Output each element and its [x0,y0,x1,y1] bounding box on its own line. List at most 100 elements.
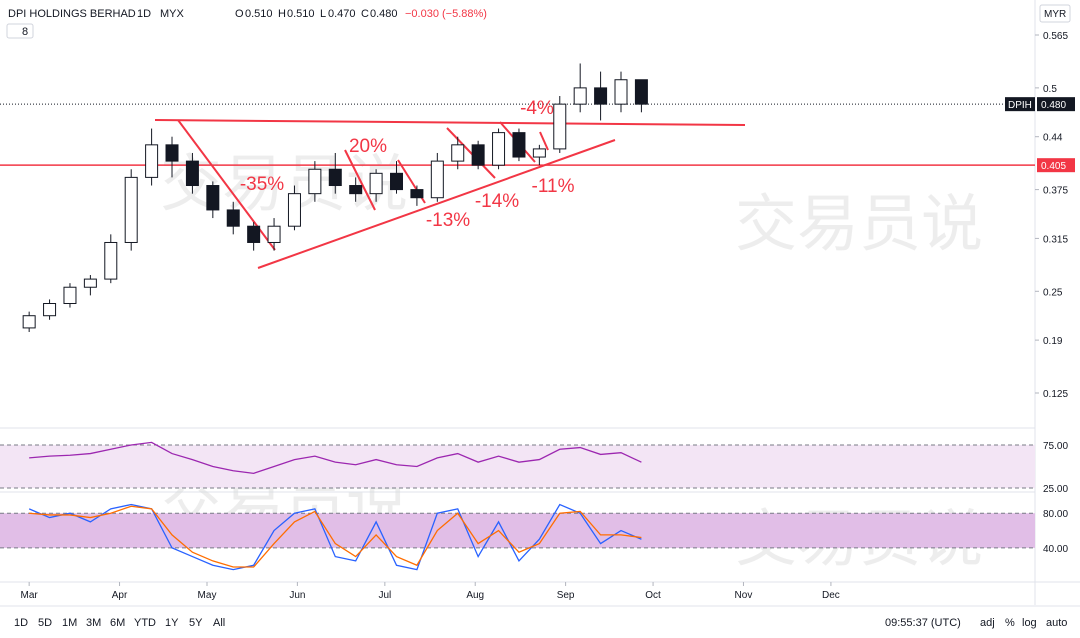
y-tick-label: 0.315 [1043,234,1068,245]
annotation: -14% [475,191,519,212]
annotation: 20% [349,136,387,157]
candle-body [185,160,199,187]
candle-body [553,103,567,150]
y-tick-label: 80.00 [1043,509,1068,520]
ohlc: L [320,8,326,20]
currency-box[interactable] [1039,4,1071,23]
candle-body [614,79,628,105]
ohlc: 0.470 [328,8,356,20]
last-price-label: 0.480 [1041,100,1066,111]
x-tick-label: Mar [21,590,39,601]
candle-body [267,225,281,243]
candle-body [22,315,36,329]
y-tick-label: 0.25 [1043,287,1063,298]
support-line [257,139,616,269]
candle-body [369,172,383,195]
candle-body [573,87,587,105]
annotation: -13% [426,210,470,231]
change: −0.030 (−5.88%) [405,8,487,20]
y-tick-label: 0.5 [1043,84,1057,95]
candle-body [532,148,546,158]
exchange: MYX [160,8,185,20]
level-box [1037,158,1075,173]
rsi-line [29,441,642,475]
candle-body [63,286,77,305]
range-button[interactable]: 1M [62,617,77,629]
toolbar-item: 09:55:37 (UTC) [885,617,961,629]
candle-body [43,303,57,317]
range-button[interactable]: 1Y [165,617,179,629]
toolbar-item[interactable]: % [1005,617,1015,629]
y-tick-label: 0.19 [1043,336,1063,347]
rsi-band [0,444,1035,488]
resistance-line [154,119,746,126]
header: DPI HOLDINGS BERHAD 1D MYX O 0.510 H 0.5… [6,4,1071,39]
y-tick-label: 0.125 [1043,389,1068,400]
candle-body [471,144,485,166]
candle-body [492,132,506,166]
y-tick-label: 0.565 [1043,31,1068,42]
ohlc: 0.480 [370,8,398,20]
range-button[interactable]: 6M [110,617,125,629]
x-tick-label: Nov [735,590,753,601]
candle-body [390,172,404,191]
x-tick-label: Apr [112,590,128,601]
candle-body [145,144,159,178]
toolbar-item[interactable]: adj [980,617,995,629]
range-button[interactable]: 5Y [189,617,203,629]
indicator-toggle[interactable] [6,23,34,39]
candle-body [124,176,138,243]
annotation: -35% [240,174,284,195]
interval: 1D [137,8,151,20]
currency: MYR [1044,9,1066,20]
range-button[interactable]: All [213,617,225,629]
y-tick-label: 40.00 [1043,544,1068,555]
arrow [446,127,496,179]
range-button[interactable]: 1D [14,617,28,629]
candle-body [328,168,342,187]
range-button[interactable]: 3M [86,617,101,629]
ohlc: H [278,8,286,20]
candle-body [451,144,465,162]
annotation: -4% [520,98,554,119]
arrow [539,131,549,151]
candle-body [247,225,261,243]
stoch-band [0,513,1035,548]
stoch-line [28,503,642,571]
watermark: 交易员说 [160,147,408,220]
symbol: DPI HOLDINGS BERHAD [8,8,136,20]
candle-body [349,185,363,195]
ohlc: C [361,8,369,20]
range-button[interactable]: YTD [134,617,156,629]
indicator-count: 8 [22,26,28,38]
arrow [344,149,376,211]
toolbar: 1D 5D 1M 3M 6M YTD 1Y 5Y All 09:55:37 (UTC) adj% lo… [14,617,1067,629]
symbol-box [1005,97,1035,112]
x-tick-label: Jun [289,590,305,601]
x-tick-label: Sep [557,590,575,601]
x-tick-label: Jul [378,590,391,601]
ohlc: O [235,8,244,20]
x-tick-label: May [198,590,217,601]
x-tick-label: Oct [645,590,661,601]
range-button[interactable]: 5D [38,617,52,629]
last-price-box [1037,97,1075,112]
toolbar-item[interactable]: auto [1046,617,1067,629]
stoch-line [29,505,642,568]
candle-body [287,193,301,227]
ohlc: 0.510 [245,8,273,20]
candle-body [410,189,424,199]
candle-body [226,209,240,227]
toolbar-item[interactable]: log [1022,617,1037,629]
candle-body [430,160,444,199]
candle-body [308,168,322,195]
candle-body [634,79,648,105]
ohlc: 0.510 [287,8,315,20]
symbol-label: DPIH [1008,100,1032,111]
y-tick-label: 25.00 [1043,484,1068,495]
annotation: -11% [532,176,575,197]
candle-body [594,87,608,105]
candle-body [512,132,526,158]
